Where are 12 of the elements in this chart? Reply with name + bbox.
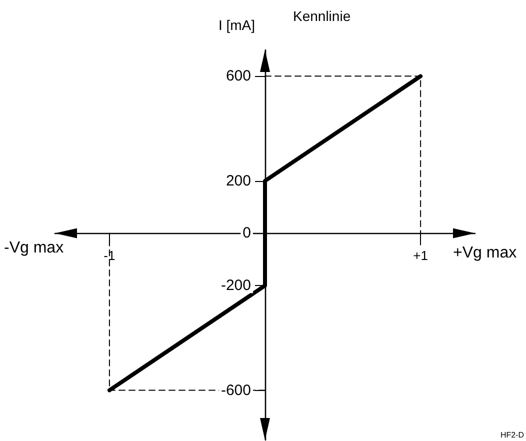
- y-tick-label: -200: [220, 277, 251, 294]
- y-tick-label: 0: [242, 224, 251, 242]
- y-tick-label: 200: [226, 172, 251, 190]
- y-tick-label: 600: [226, 68, 251, 85]
- y-tick-label: -600: [220, 382, 251, 399]
- text: HF2-D: [500, 430, 524, 440]
- x-axis-title: +Vg max: [453, 244, 517, 262]
- annotation: -Vg max: [4, 240, 64, 256]
- x-tick-label: +1: [413, 248, 428, 264]
- x-tick-label: -1: [104, 248, 116, 264]
- chart-title: Kennlinie: [293, 8, 351, 24]
- y-axis-title: I [mA]: [218, 17, 255, 33]
